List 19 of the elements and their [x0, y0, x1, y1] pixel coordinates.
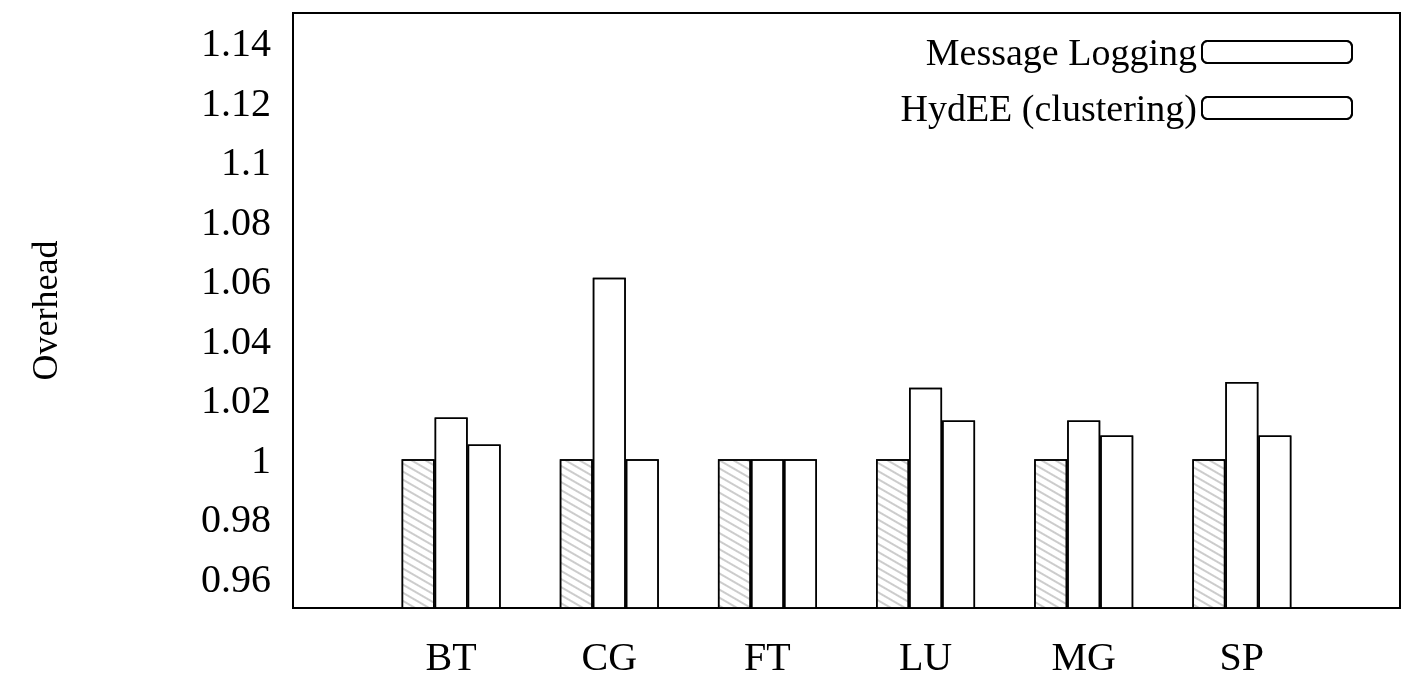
y-tick-label: 1	[251, 436, 271, 482]
y-tick-label: 1.1	[221, 139, 271, 185]
y-tick-label: 0.98	[201, 496, 271, 542]
y-tick-label: 1.06	[201, 258, 271, 304]
x-tick-label: LU	[898, 633, 953, 679]
x-tick-label: MG	[1051, 633, 1116, 679]
legend-label: HydEE (clustering)	[900, 87, 1197, 130]
y-axis-title: Overhead	[25, 240, 65, 381]
y-tick-label: 0.96	[201, 555, 271, 601]
y-tick-label: 1.02	[201, 377, 271, 423]
y-tick-label: 1.14	[201, 20, 271, 66]
y-tick-label: 1.04	[201, 317, 271, 363]
y-tick-label: 1.08	[201, 198, 271, 244]
x-tick-label: SP	[1219, 633, 1265, 679]
y-tick-label: 1.12	[201, 79, 271, 125]
legend-label: Message Logging	[925, 31, 1197, 73]
x-tick-label: FT	[744, 633, 791, 679]
x-tick-label: BT	[425, 633, 477, 679]
x-tick-label: CG	[581, 633, 638, 679]
